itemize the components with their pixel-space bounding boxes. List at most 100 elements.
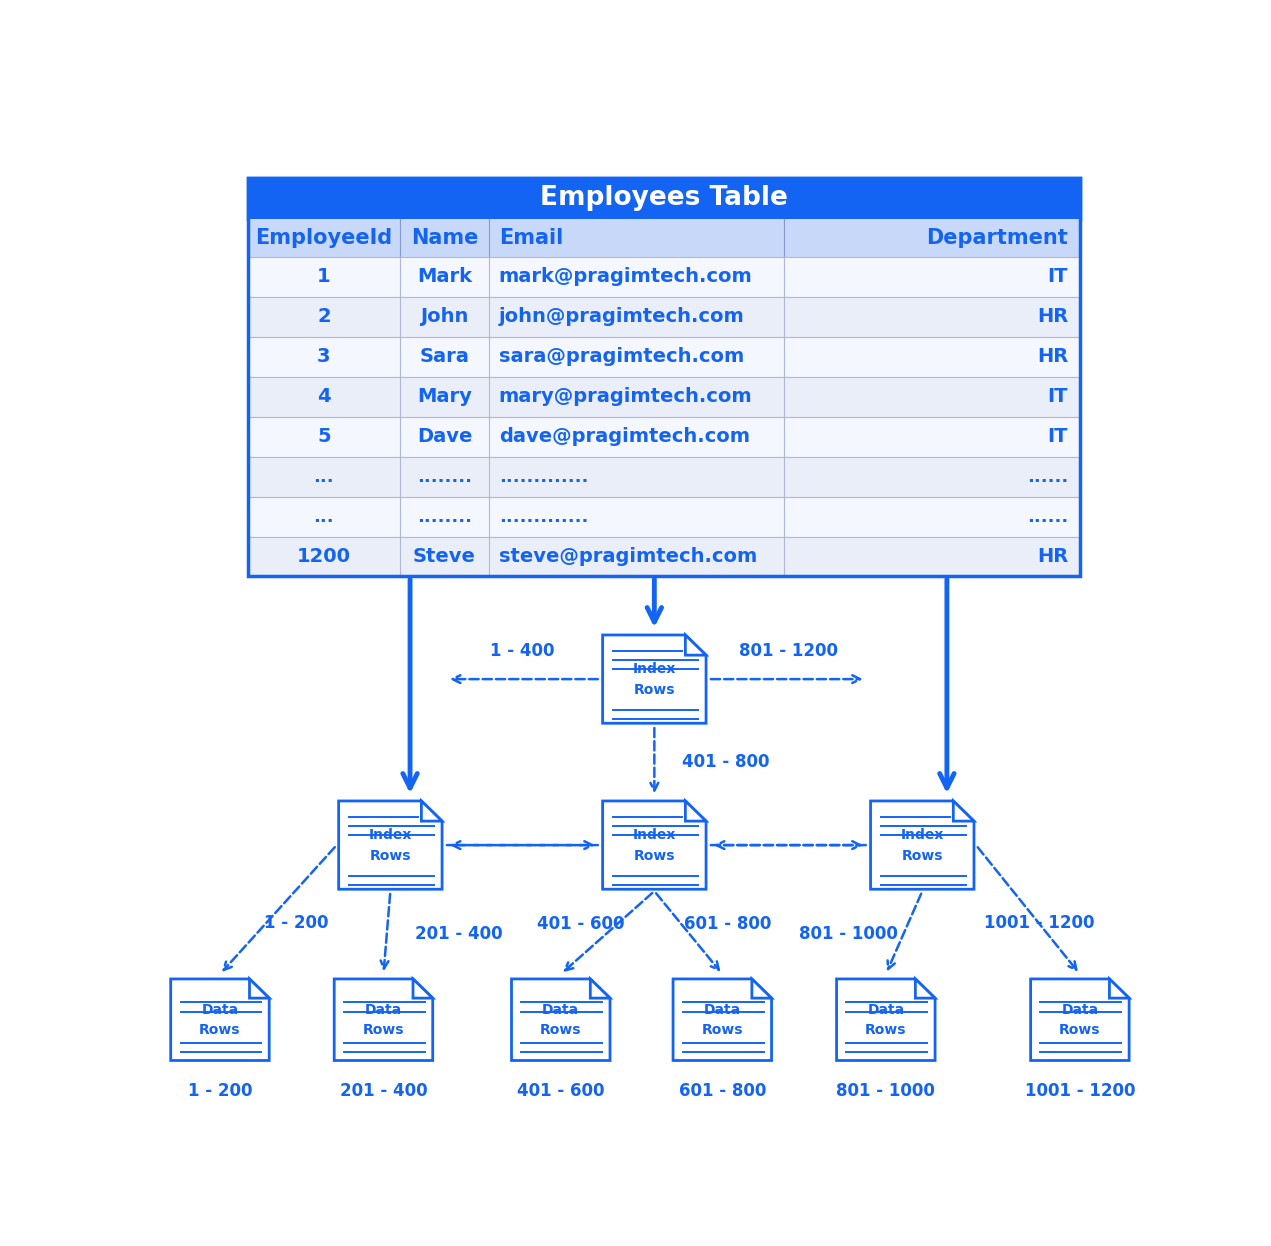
Text: ...: ... <box>314 467 334 486</box>
Text: HR: HR <box>1037 348 1068 366</box>
Text: 601 - 800: 601 - 800 <box>679 1082 766 1100</box>
Text: ...: ... <box>314 507 334 526</box>
Text: John: John <box>421 308 469 326</box>
Text: Rows: Rows <box>200 1023 240 1037</box>
Polygon shape <box>602 801 707 890</box>
Text: Index: Index <box>901 827 944 841</box>
Text: 1: 1 <box>316 268 330 287</box>
Text: 1 - 400: 1 - 400 <box>491 642 554 660</box>
Text: 3: 3 <box>318 348 330 366</box>
Text: Name: Name <box>411 228 478 248</box>
Text: Email: Email <box>498 228 563 248</box>
Text: 1 - 200: 1 - 200 <box>188 1082 252 1100</box>
Polygon shape <box>590 979 610 998</box>
Polygon shape <box>249 979 269 998</box>
FancyBboxPatch shape <box>248 218 1080 257</box>
Text: 1001 - 1200: 1001 - 1200 <box>1024 1082 1135 1100</box>
Text: Data: Data <box>201 1003 239 1017</box>
Polygon shape <box>170 979 269 1060</box>
Text: 801 - 1000: 801 - 1000 <box>836 1082 935 1100</box>
Polygon shape <box>674 979 771 1060</box>
Text: Rows: Rows <box>633 683 675 697</box>
Text: Rows: Rows <box>866 1023 906 1037</box>
Text: mary@pragimtech.com: mary@pragimtech.com <box>498 388 752 406</box>
Text: Steve: Steve <box>413 547 475 566</box>
FancyBboxPatch shape <box>248 297 1080 336</box>
Text: 401 - 600: 401 - 600 <box>517 1082 605 1100</box>
Text: Rows: Rows <box>901 849 943 862</box>
Text: 5: 5 <box>316 427 330 446</box>
Polygon shape <box>1031 979 1129 1060</box>
Text: 1 - 200: 1 - 200 <box>264 913 329 932</box>
FancyBboxPatch shape <box>248 456 1080 497</box>
Text: 801 - 1200: 801 - 1200 <box>738 642 838 660</box>
Text: IT: IT <box>1047 427 1068 446</box>
Text: Index: Index <box>369 827 412 841</box>
Text: steve@pragimtech.com: steve@pragimtech.com <box>498 547 758 566</box>
Text: Dave: Dave <box>417 427 473 446</box>
Polygon shape <box>338 801 442 890</box>
Text: Sara: Sara <box>419 348 469 366</box>
Text: 1001 - 1200: 1001 - 1200 <box>984 913 1094 932</box>
Polygon shape <box>422 801 442 821</box>
Text: Index: Index <box>633 827 676 841</box>
Text: 201 - 400: 201 - 400 <box>414 925 502 943</box>
FancyBboxPatch shape <box>248 416 1080 456</box>
Polygon shape <box>836 979 935 1060</box>
FancyBboxPatch shape <box>248 257 1080 297</box>
Text: Rows: Rows <box>370 849 411 862</box>
Text: 401 - 600: 401 - 600 <box>538 916 625 933</box>
Text: Mark: Mark <box>417 268 472 287</box>
FancyBboxPatch shape <box>248 178 1080 218</box>
Text: EmployeeId: EmployeeId <box>255 228 393 248</box>
Polygon shape <box>752 979 771 998</box>
Polygon shape <box>334 979 432 1060</box>
Polygon shape <box>1110 979 1129 998</box>
Text: 4: 4 <box>316 388 330 406</box>
Text: .............: ............. <box>498 467 588 486</box>
Text: 1200: 1200 <box>297 547 351 566</box>
Text: ......: ...... <box>1027 507 1068 526</box>
Polygon shape <box>953 801 974 821</box>
Text: Data: Data <box>704 1003 741 1017</box>
Text: john@pragimtech.com: john@pragimtech.com <box>498 308 745 326</box>
Text: IT: IT <box>1047 268 1068 287</box>
Text: Rows: Rows <box>1059 1023 1101 1037</box>
Text: HR: HR <box>1037 308 1068 326</box>
Text: 801 - 1000: 801 - 1000 <box>798 925 897 943</box>
Text: ........: ........ <box>417 507 472 526</box>
FancyBboxPatch shape <box>248 336 1080 376</box>
Polygon shape <box>685 801 707 821</box>
Text: Data: Data <box>867 1003 905 1017</box>
Polygon shape <box>685 635 707 655</box>
Text: Rows: Rows <box>362 1023 404 1037</box>
Text: Index: Index <box>633 662 676 675</box>
Text: HR: HR <box>1037 547 1068 566</box>
Text: ........: ........ <box>417 467 472 486</box>
Text: Rows: Rows <box>702 1023 744 1037</box>
Polygon shape <box>413 979 432 998</box>
Text: mark@pragimtech.com: mark@pragimtech.com <box>498 268 752 287</box>
Text: Data: Data <box>365 1003 402 1017</box>
Text: Mary: Mary <box>417 388 472 406</box>
FancyBboxPatch shape <box>248 376 1080 416</box>
Text: IT: IT <box>1047 388 1068 406</box>
Text: Data: Data <box>1061 1003 1098 1017</box>
Text: Rows: Rows <box>633 849 675 862</box>
Text: Employees Table: Employees Table <box>540 186 788 212</box>
Polygon shape <box>915 979 935 998</box>
Text: Rows: Rows <box>540 1023 582 1037</box>
Text: Data: Data <box>543 1003 580 1017</box>
Polygon shape <box>871 801 974 890</box>
Text: ......: ...... <box>1027 467 1068 486</box>
Text: sara@pragimtech.com: sara@pragimtech.com <box>498 348 744 366</box>
Polygon shape <box>602 635 707 723</box>
Text: 201 - 400: 201 - 400 <box>339 1082 427 1100</box>
FancyBboxPatch shape <box>248 537 1080 577</box>
Text: dave@pragimtech.com: dave@pragimtech.com <box>498 427 750 446</box>
Text: 601 - 800: 601 - 800 <box>684 916 771 933</box>
Text: Department: Department <box>927 228 1068 248</box>
Text: .............: ............. <box>498 507 588 526</box>
Text: 401 - 800: 401 - 800 <box>683 753 769 771</box>
FancyBboxPatch shape <box>248 497 1080 537</box>
